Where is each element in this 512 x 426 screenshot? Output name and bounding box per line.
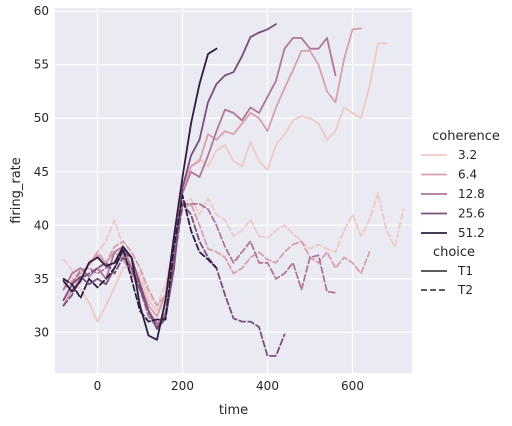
x-tick-label: 200 <box>171 379 194 393</box>
x-tick-label: 400 <box>256 379 279 393</box>
series-line-3-2-t2 <box>62 192 405 307</box>
series-line-12-8-t1 <box>62 37 337 325</box>
legend-label: 6.4 <box>458 168 477 182</box>
series-line-3-2-t1 <box>62 42 388 323</box>
y-tick-label: 40 <box>34 218 49 232</box>
y-gridlines <box>55 10 412 333</box>
x-tick-labels: 0 200 400 600 <box>94 379 364 393</box>
legend-label: 3.2 <box>458 148 477 162</box>
y-tick-label: 60 <box>34 4 49 18</box>
legend-hue-title: coherence <box>432 129 500 144</box>
y-tick-label: 55 <box>34 58 49 72</box>
x-axis-title: time <box>219 403 248 418</box>
legend-hue-entries: 3.2 6.4 12.8 25.6 51.2 <box>421 148 485 240</box>
x-tick-label: 600 <box>341 379 364 393</box>
y-axis-title: firing_rate <box>9 157 24 224</box>
y-tick-label: 45 <box>34 165 49 179</box>
legend-label: 25.6 <box>458 207 485 221</box>
legend-label: 51.2 <box>458 226 485 240</box>
series-lines <box>62 23 405 357</box>
y-tick-label: 50 <box>34 111 49 125</box>
legend-label: T2 <box>457 283 473 297</box>
series-line-25-6-t2 <box>62 202 286 357</box>
series-line-6-4-t2 <box>62 202 371 307</box>
series-line-51-2-t2 <box>62 194 218 323</box>
legend-label: T1 <box>457 264 473 278</box>
legend-label: 12.8 <box>458 187 485 201</box>
series-line-51-2-t1 <box>62 47 218 341</box>
y-tick-label: 30 <box>34 325 49 339</box>
y-tick-label: 35 <box>34 272 49 286</box>
x-tick-label: 0 <box>94 379 102 393</box>
y-tick-labels: 30 35 40 45 50 55 60 <box>34 4 49 339</box>
legend-style-title: choice <box>433 245 475 260</box>
